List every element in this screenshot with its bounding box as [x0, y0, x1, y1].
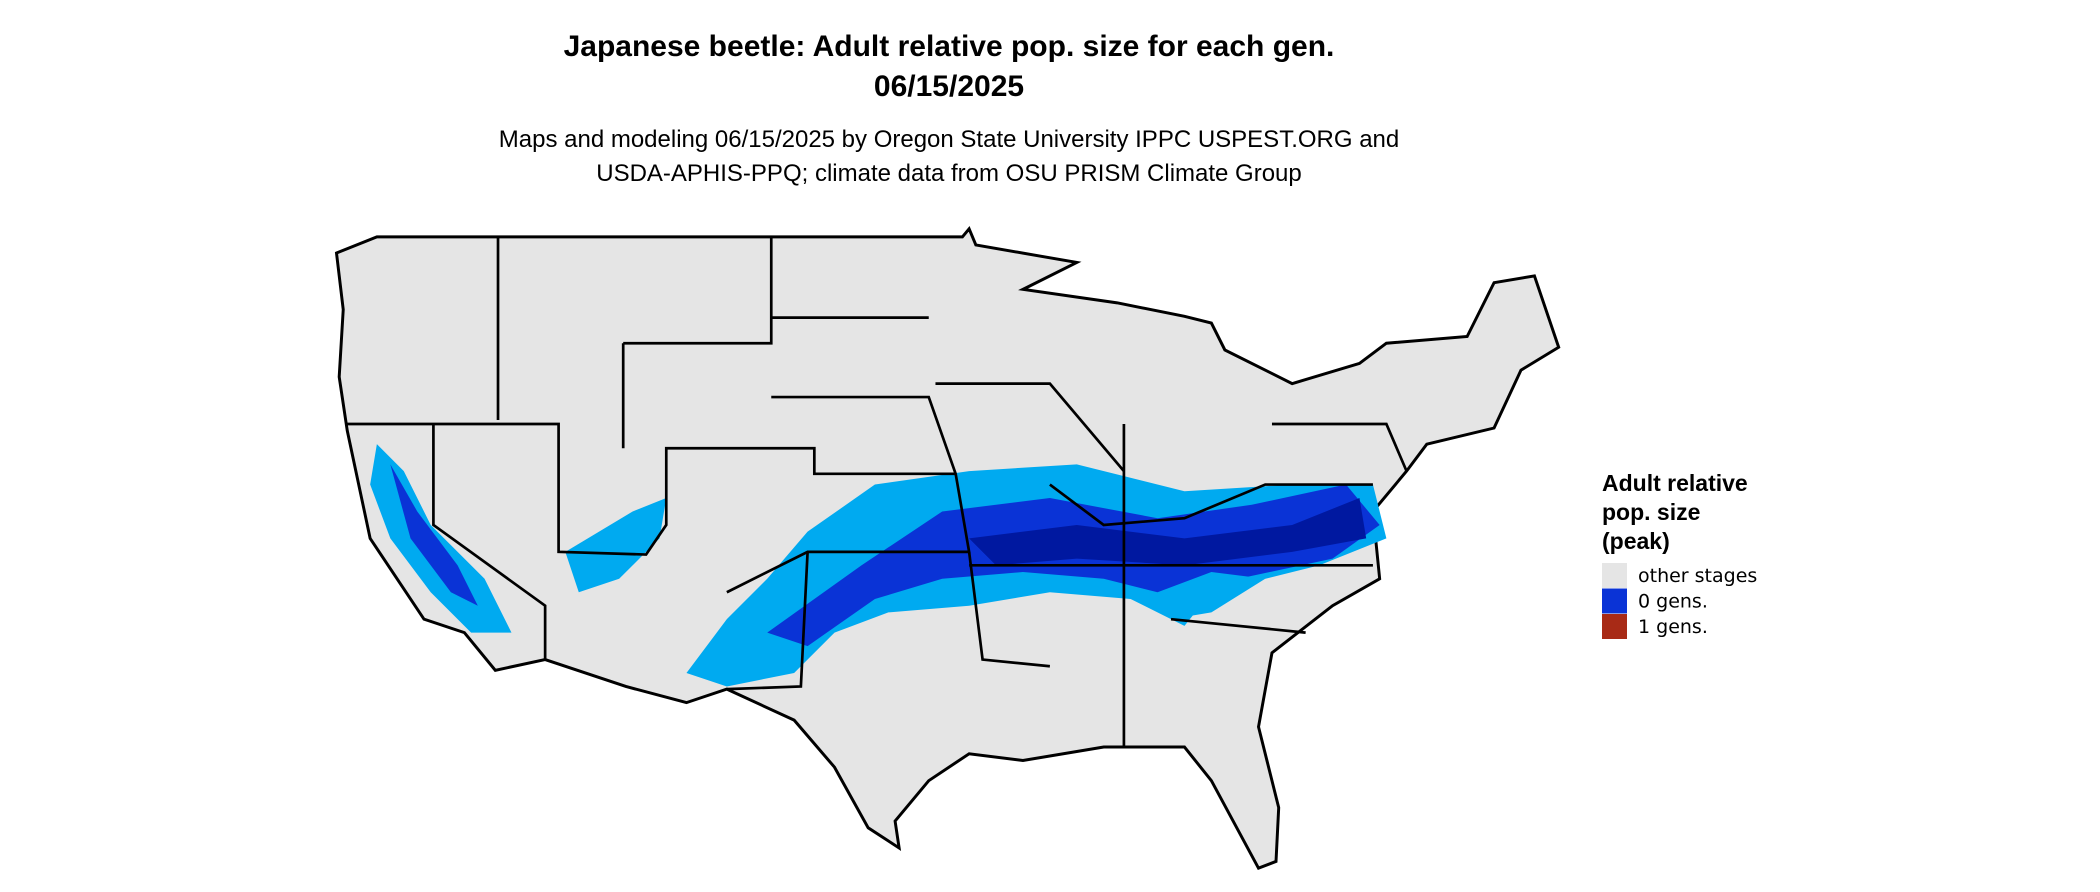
legend-title: pop. size [1602, 499, 1700, 525]
subtitle: USDA-APHIS-PPQ; climate data from OSU PR… [596, 160, 1302, 187]
legend-label: 1 gens. [1638, 616, 1708, 638]
legend-title: (peak) [1602, 528, 1670, 554]
legend-label: other stages [1638, 565, 1757, 587]
subtitle: Maps and modeling 06/15/2025 by Oregon S… [499, 126, 1399, 153]
legend-title: Adult relative [1602, 470, 1748, 496]
legend: Adult relative pop. size (peak) other st… [1602, 470, 1757, 639]
legend-swatch [1602, 588, 1627, 614]
legend-swatch [1602, 614, 1627, 639]
title-date: 06/15/2025 [874, 70, 1024, 103]
title: Japanese beetle: Adult relative pop. siz… [564, 30, 1335, 63]
state-borders [347, 236, 1408, 748]
us-map [334, 225, 1561, 871]
legend-label: 0 gens. [1638, 591, 1708, 613]
legend-swatch [1602, 563, 1627, 588]
